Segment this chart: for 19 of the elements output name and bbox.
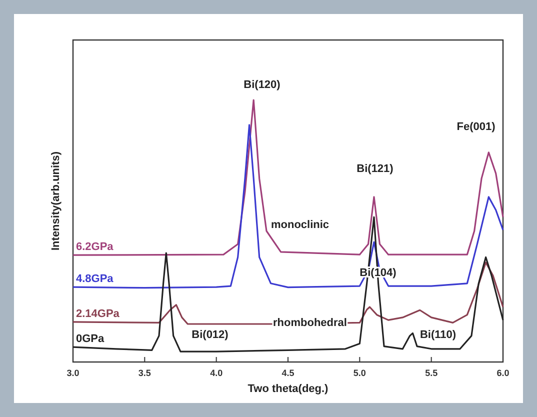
y-axis-title: Intensity(arb.units) — [50, 151, 62, 251]
x-tick-label: 6.0 — [496, 368, 510, 378]
series-label: 0GPa — [76, 333, 106, 346]
x-tick-label: 5.0 — [353, 368, 366, 378]
x-tick-label: 3.0 — [66, 368, 80, 378]
x-tick-label: 3.5 — [138, 368, 151, 378]
annotation: Bi(121) — [356, 163, 394, 175]
x-tick-label: 4.5 — [282, 368, 294, 378]
series-label: 4.8GPa — [76, 273, 114, 286]
annotation: monoclinic — [270, 219, 330, 231]
text: Bi(120) — [244, 79, 281, 91]
series-label: 2.14GPa — [76, 308, 120, 320]
x-tick-label: 5.5 — [425, 368, 438, 378]
annotation: Bi(110) — [420, 329, 456, 341]
series-label: 6.2GPa — [76, 241, 114, 254]
annotation: Bi(012) — [192, 329, 229, 341]
x-axis-title: Two theta(deg.) — [248, 383, 329, 395]
annotation: Fe(001) — [456, 121, 496, 133]
x-tick-label: 4.0 — [210, 368, 223, 378]
